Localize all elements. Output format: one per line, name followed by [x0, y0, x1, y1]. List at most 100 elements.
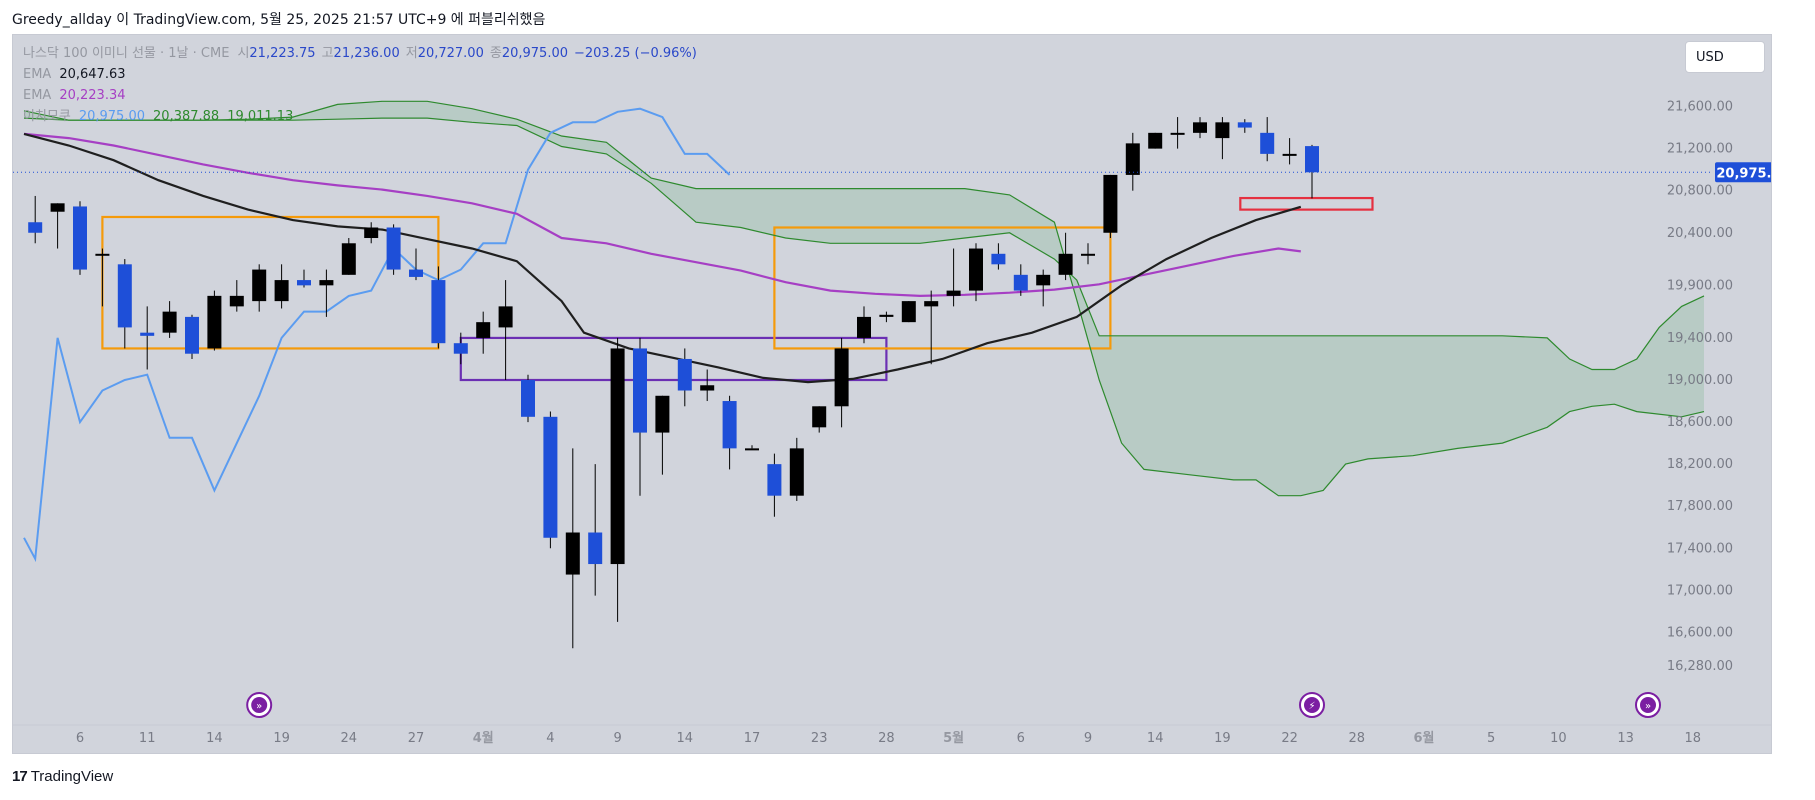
svg-text:⚡: ⚡ — [1308, 701, 1315, 712]
last-price-label: 20,975.00 — [1716, 166, 1772, 181]
x-tick-label: 23 — [811, 731, 828, 746]
ema1-label: EMA — [23, 67, 52, 82]
candle-body — [453, 343, 468, 354]
candle-body — [677, 358, 692, 391]
ichimoku-value-3: 19,011.13 — [227, 109, 294, 124]
ema2-value: 20,223.34 — [59, 88, 126, 103]
candle-body — [364, 227, 379, 239]
close-value: 20,975.00 — [501, 46, 568, 61]
candle-body — [610, 348, 625, 565]
annotation-box-red-3 — [1239, 196, 1374, 211]
candle-body — [1193, 122, 1207, 133]
y-tick-label: 18,200.00 — [1667, 457, 1733, 472]
candle-body — [1103, 174, 1118, 233]
ema1-row[interactable]: EMA 20,647.63 — [23, 64, 697, 85]
candle-body — [229, 295, 244, 307]
candle-body — [50, 203, 65, 212]
candle-body — [95, 253, 110, 256]
candle-body — [28, 222, 43, 233]
candle-body — [1282, 153, 1297, 156]
tradingview-footer[interactable]: 17 TradingView — [12, 768, 113, 785]
candle-body — [946, 290, 961, 296]
high-value: 21,236.00 — [333, 46, 400, 61]
candlestick-chart[interactable]: 21,600.00 21,200.00 20,800.00 20,400.00 19,9… — [13, 35, 1772, 754]
ichimoku-value-2: 20,387.88 — [153, 109, 220, 124]
candle-body — [409, 269, 423, 277]
candle-body — [1081, 253, 1095, 256]
candle-body — [521, 380, 535, 417]
candle-body — [565, 532, 580, 575]
dividend-event-icon[interactable]: » — [1635, 692, 1661, 718]
candle-body — [924, 301, 939, 307]
y-tick-label: 19,900.00 — [1667, 278, 1733, 293]
candle-body — [476, 322, 491, 338]
candle-body — [498, 306, 513, 328]
y-tick-label: 17,400.00 — [1667, 541, 1733, 556]
ema-fast-line — [23, 132, 1302, 384]
y-tick-label: 18,600.00 — [1667, 415, 1733, 430]
change-value: −203.25 (−0.96%) — [574, 46, 697, 61]
y-tick-label: 20,800.00 — [1667, 184, 1733, 199]
annotation-box-orange-2 — [773, 226, 1112, 350]
dividend-event-icon[interactable]: » — [246, 692, 273, 718]
candle-body — [834, 348, 849, 407]
x-tick-label: 6 — [76, 731, 84, 746]
x-tick-label: 28 — [878, 731, 895, 746]
chart-pane[interactable]: 21,600.00 21,200.00 20,800.00 20,400.00 19,9… — [12, 34, 1772, 754]
candle-body — [655, 395, 670, 433]
x-tick-label: 24 — [341, 731, 358, 746]
candle-body — [319, 280, 334, 286]
svg-text:»: » — [1645, 701, 1651, 712]
candle-body — [722, 401, 737, 449]
tradingview-logo-icon: 17 — [12, 768, 28, 785]
low-value: 20,727.00 — [417, 46, 484, 61]
y-tick-label: 17,000.00 — [1667, 583, 1733, 598]
symbol-name[interactable]: 나스닥 100 이미니 선물 · 1날 · CME — [23, 46, 230, 61]
candle-body — [789, 448, 804, 496]
x-tick-label: 14 — [1147, 731, 1164, 746]
tradingview-brand: TradingView — [30, 768, 114, 785]
x-tick-label: 5월 — [943, 730, 964, 746]
currency-button[interactable]: USD — [1685, 41, 1765, 73]
candle-body — [117, 264, 132, 328]
ema2-row[interactable]: EMA 20,223.34 — [23, 85, 697, 106]
candle-body — [767, 464, 782, 496]
y-tick-label: 21,200.00 — [1667, 142, 1733, 157]
ema2-label: EMA — [23, 88, 52, 103]
candle-body — [812, 406, 827, 428]
x-tick-label: 4 — [546, 731, 554, 746]
chart-legend: 나스닥 100 이미니 선물 · 1날 · CME 시 21,223.75 고 … — [23, 43, 697, 127]
candle-body — [162, 311, 177, 333]
x-tick-label: 19 — [273, 731, 290, 746]
candle-body — [745, 448, 759, 451]
candle-body — [1215, 122, 1230, 139]
x-tick-label: 19 — [1214, 731, 1231, 746]
candle-body — [1013, 274, 1028, 291]
x-tick-label: 14 — [677, 731, 694, 746]
x-tick-label: 18 — [1685, 731, 1702, 746]
candle-body — [1260, 132, 1275, 154]
x-tick-label: 5 — [1487, 731, 1495, 746]
x-tick-label: 22 — [1281, 731, 1298, 746]
candle-body — [1148, 132, 1163, 149]
svg-text:»: » — [256, 701, 262, 712]
x-tick-label: 4월 — [473, 730, 494, 746]
ichimoku-row[interactable]: 이치모쿠 20,975.00 20,387.88 19,011.13 — [23, 106, 697, 127]
candle-body — [969, 248, 983, 291]
candle-body — [879, 314, 894, 317]
candle-body — [1237, 122, 1252, 128]
x-tick-label: 28 — [1349, 731, 1366, 746]
candle-body — [73, 206, 87, 270]
x-tick-label: 6월 — [1413, 730, 1434, 746]
open-label: 시 — [237, 46, 250, 61]
candle-body — [297, 280, 311, 286]
ichimoku-value-1: 20,975.00 — [78, 109, 146, 124]
candle-body — [252, 269, 267, 302]
y-tick-label: 17,800.00 — [1667, 499, 1733, 514]
candle-body — [431, 280, 446, 344]
earnings-flash-icon[interactable]: ⚡ — [1299, 692, 1325, 718]
candle-body — [543, 416, 558, 538]
y-tick-label: 19,400.00 — [1667, 331, 1733, 346]
candle-body — [588, 532, 603, 565]
ema1-value: 20,647.63 — [59, 67, 126, 82]
